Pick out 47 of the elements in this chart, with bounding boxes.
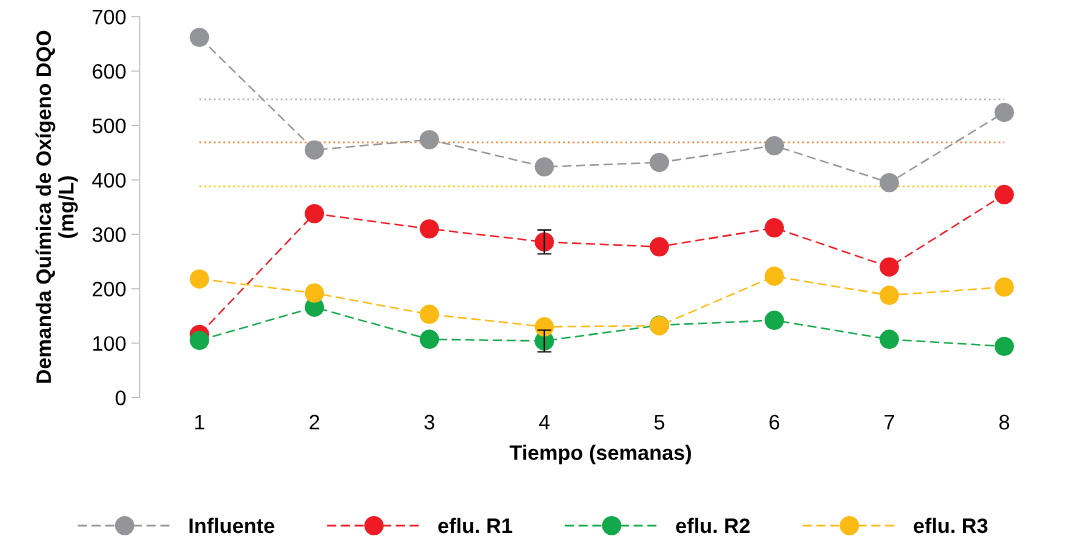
point (764, 266, 785, 286)
legend-label: eflu. R2 (676, 517, 750, 534)
point (879, 172, 899, 193)
point (879, 257, 899, 277)
y-tick-label: 0 (115, 390, 126, 406)
point (419, 129, 440, 150)
y-tick-label: 100 (93, 336, 126, 351)
x-tick-label: 2 (309, 414, 320, 430)
x-tick-label: 5 (654, 414, 665, 430)
legend-label: Influente (189, 517, 275, 534)
point (879, 329, 899, 350)
point (304, 283, 325, 303)
x-tick-label: 8 (999, 414, 1010, 430)
point (649, 152, 670, 173)
point (994, 102, 1014, 123)
point (419, 304, 440, 325)
y-axis-title: Demanda Química de Oxígeno DQO (mg/L) (35, 30, 78, 383)
x-tick-label: 4 (539, 414, 550, 430)
point (419, 329, 440, 350)
y-tick-label: 400 (92, 172, 126, 188)
y-tick-label: 200 (92, 281, 126, 297)
point (304, 203, 325, 224)
point (994, 277, 1014, 297)
point (649, 237, 670, 257)
point (764, 135, 785, 156)
point (879, 285, 899, 305)
legend-label: eflu. R1 (438, 517, 513, 534)
legend-label: eflu. R3 (913, 517, 988, 534)
point (189, 330, 210, 351)
y-tick-label: 500 (92, 118, 126, 134)
point (534, 157, 555, 177)
point (304, 140, 325, 160)
point (994, 184, 1014, 205)
point (764, 218, 785, 238)
point (189, 27, 210, 48)
x-tick-label: 6 (769, 414, 780, 430)
y-tick-label: 600 (92, 64, 126, 79)
x-tick-label: 7 (884, 414, 895, 430)
point (419, 219, 440, 239)
y-tick-label: 300 (92, 227, 126, 243)
x-tick-label: 1 (195, 414, 205, 430)
point (189, 269, 210, 289)
x-axis-title: Tiempo (semanas) (509, 444, 691, 465)
point (764, 310, 785, 331)
x-tick-label: 3 (424, 414, 435, 430)
point (994, 336, 1014, 357)
y-tick-label: 700 (92, 9, 126, 25)
